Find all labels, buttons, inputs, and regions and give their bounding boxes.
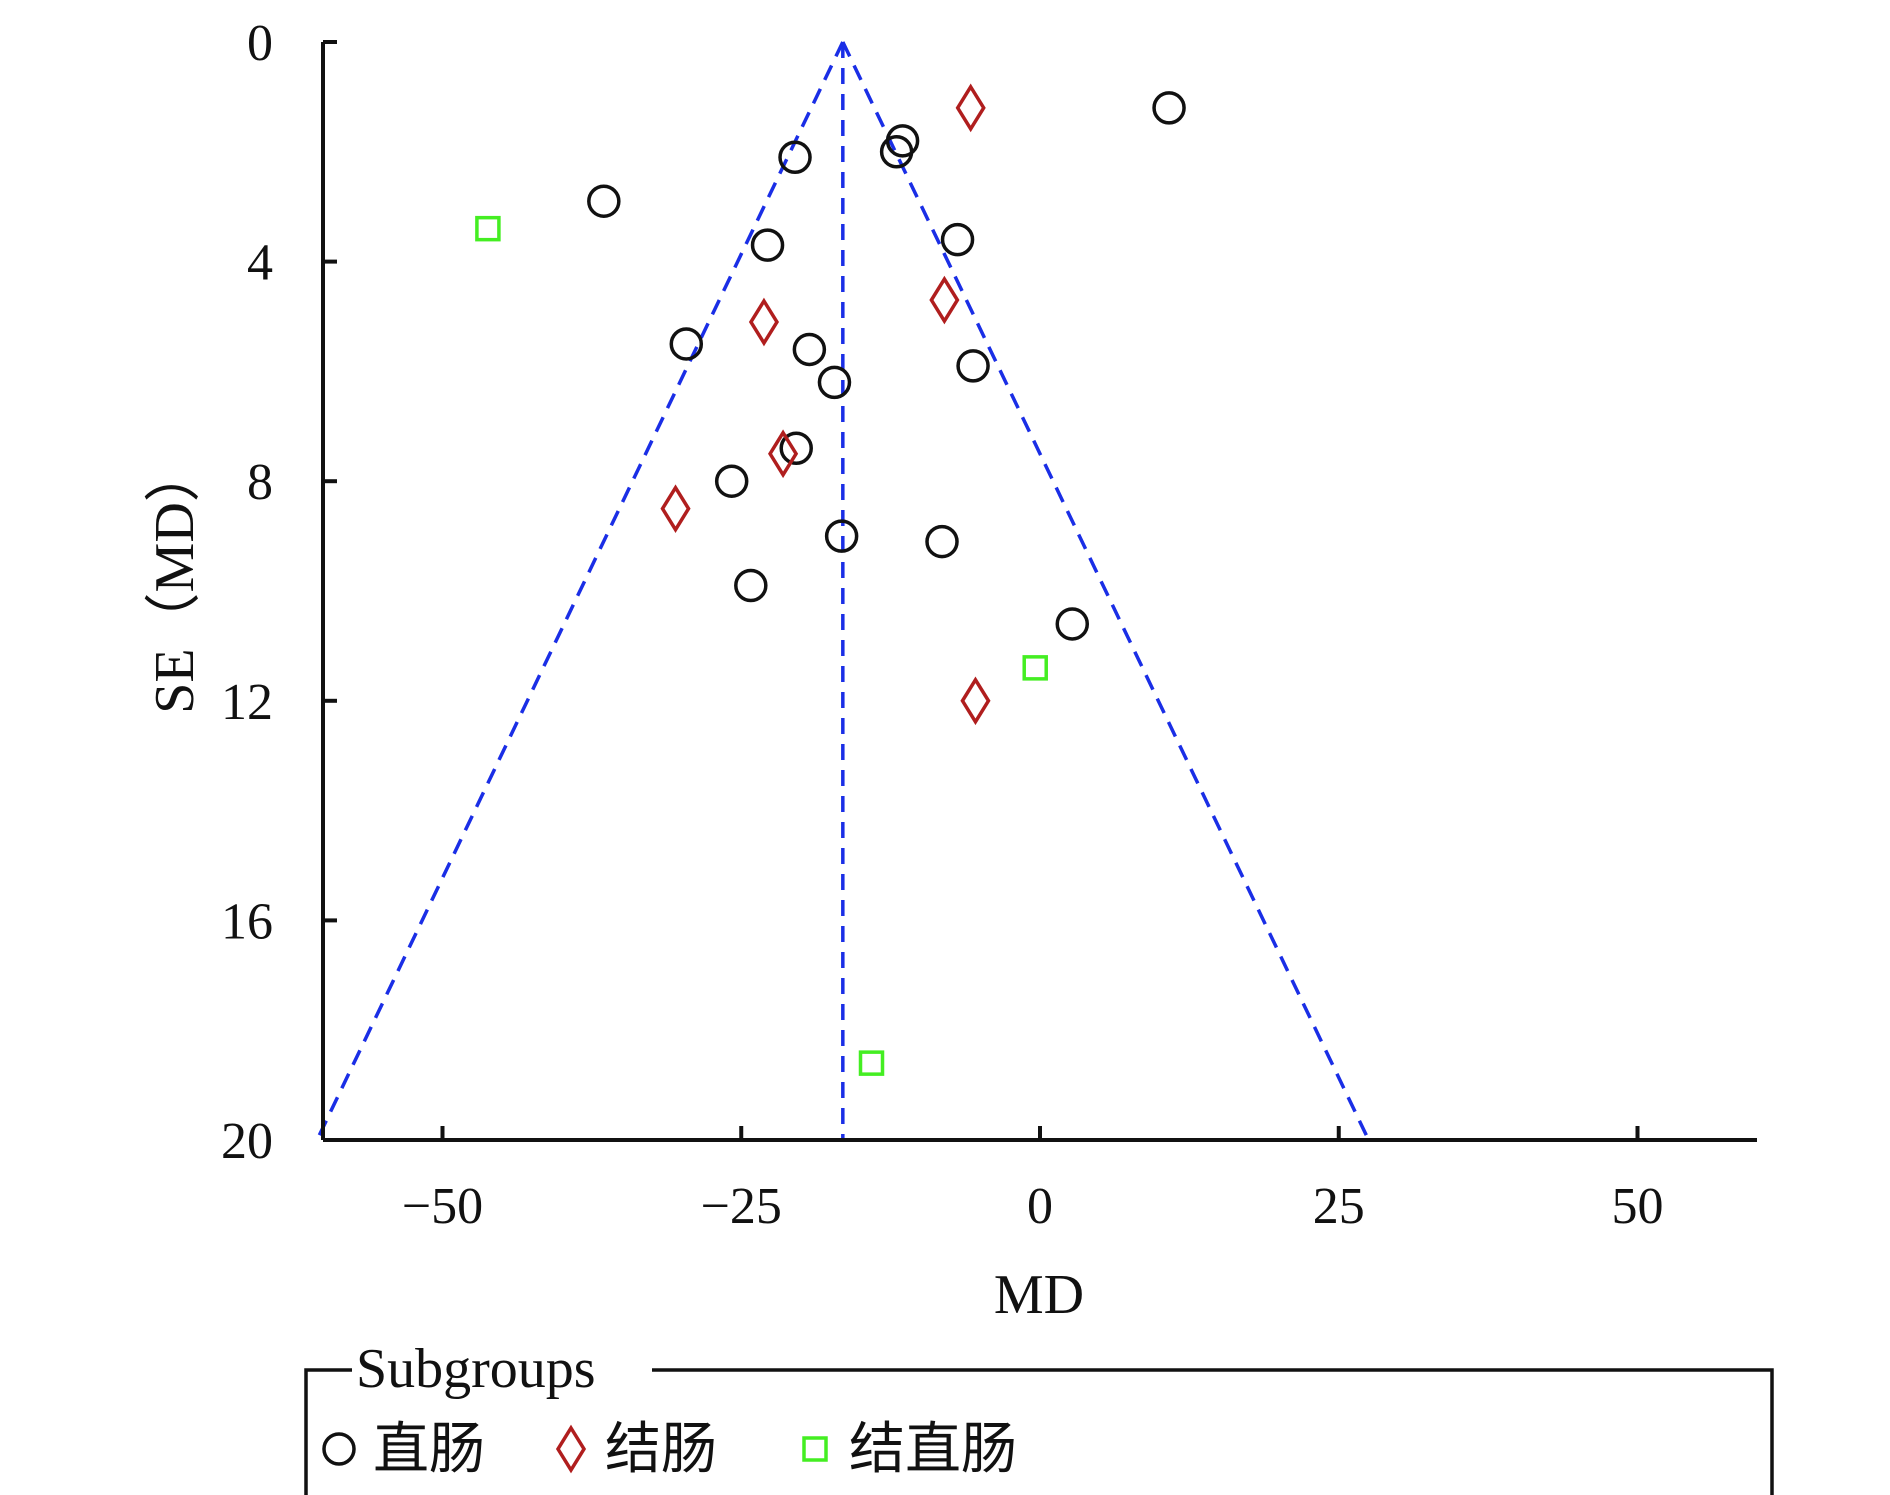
circle-marker [817, 365, 852, 400]
diamond-marker [748, 297, 780, 347]
circle-marker [824, 519, 859, 553]
x-tick-label: 50 [1612, 1178, 1664, 1235]
square-marker [475, 215, 501, 242]
circle-marker [879, 135, 914, 169]
x-tick-label: 0 [1027, 1178, 1053, 1235]
circle-marker [734, 568, 768, 603]
funnel-right-limit [841, 41, 1371, 1141]
circle-marker [940, 222, 975, 257]
diamond-marker [660, 484, 691, 533]
circle-marker [669, 327, 704, 361]
funnel-left-limit [315, 41, 845, 1141]
x-tick-label: −25 [701, 1178, 782, 1235]
circle-marker [956, 349, 990, 383]
diamond-marker [960, 676, 991, 726]
y-tick-label: 16 [221, 893, 273, 950]
funnel-lines [315, 41, 1371, 1141]
x-tick-label: 25 [1313, 1178, 1365, 1235]
x-tick-label: −50 [402, 1178, 483, 1235]
circle-marker [750, 228, 785, 262]
axes [321, 42, 1757, 1142]
legend-label: 结肠 [605, 1419, 717, 1481]
circle-marker [792, 332, 827, 367]
circle-marker [779, 431, 813, 466]
y-tick-label: 12 [221, 674, 273, 731]
y-tick-label: 4 [247, 235, 273, 292]
y-tick-label: 20 [221, 1113, 273, 1170]
square-marker [858, 1050, 885, 1076]
circle-marker [587, 184, 621, 218]
data-points [475, 83, 1186, 1076]
circle-marker [778, 140, 812, 175]
x-axis-ticks: −50 −25 0 25 50 [402, 1126, 1664, 1235]
circle-marker [1152, 91, 1186, 125]
legend-square-marker [802, 1436, 828, 1462]
y-axis-label: SE（MD） [144, 446, 206, 714]
diamond-marker [768, 429, 799, 479]
legend-label: 直肠 [373, 1419, 485, 1481]
legend-circle-marker [322, 1432, 356, 1466]
square-marker [1022, 655, 1048, 681]
diamond-marker [955, 83, 986, 133]
legend-label: 结直肠 [849, 1419, 1017, 1481]
y-tick-label: 0 [247, 15, 273, 72]
legend-title: Subgroups [356, 1338, 596, 1400]
circle-marker [714, 464, 749, 498]
legend: Subgroups 直肠 结肠 结直肠 [304, 1338, 1774, 1495]
legend-frame [304, 1368, 1774, 1495]
y-axis-ticks: 0 4 8 12 16 20 [221, 15, 337, 1170]
legend-diamond-marker [555, 1424, 587, 1474]
legend-entries: 直肠 结肠 结直肠 [322, 1419, 1017, 1481]
diamond-marker [929, 275, 960, 325]
circle-marker [925, 524, 959, 559]
y-tick-label: 8 [247, 454, 273, 511]
x-axis-label: MD [994, 1264, 1084, 1326]
circle-marker [1055, 607, 1090, 641]
